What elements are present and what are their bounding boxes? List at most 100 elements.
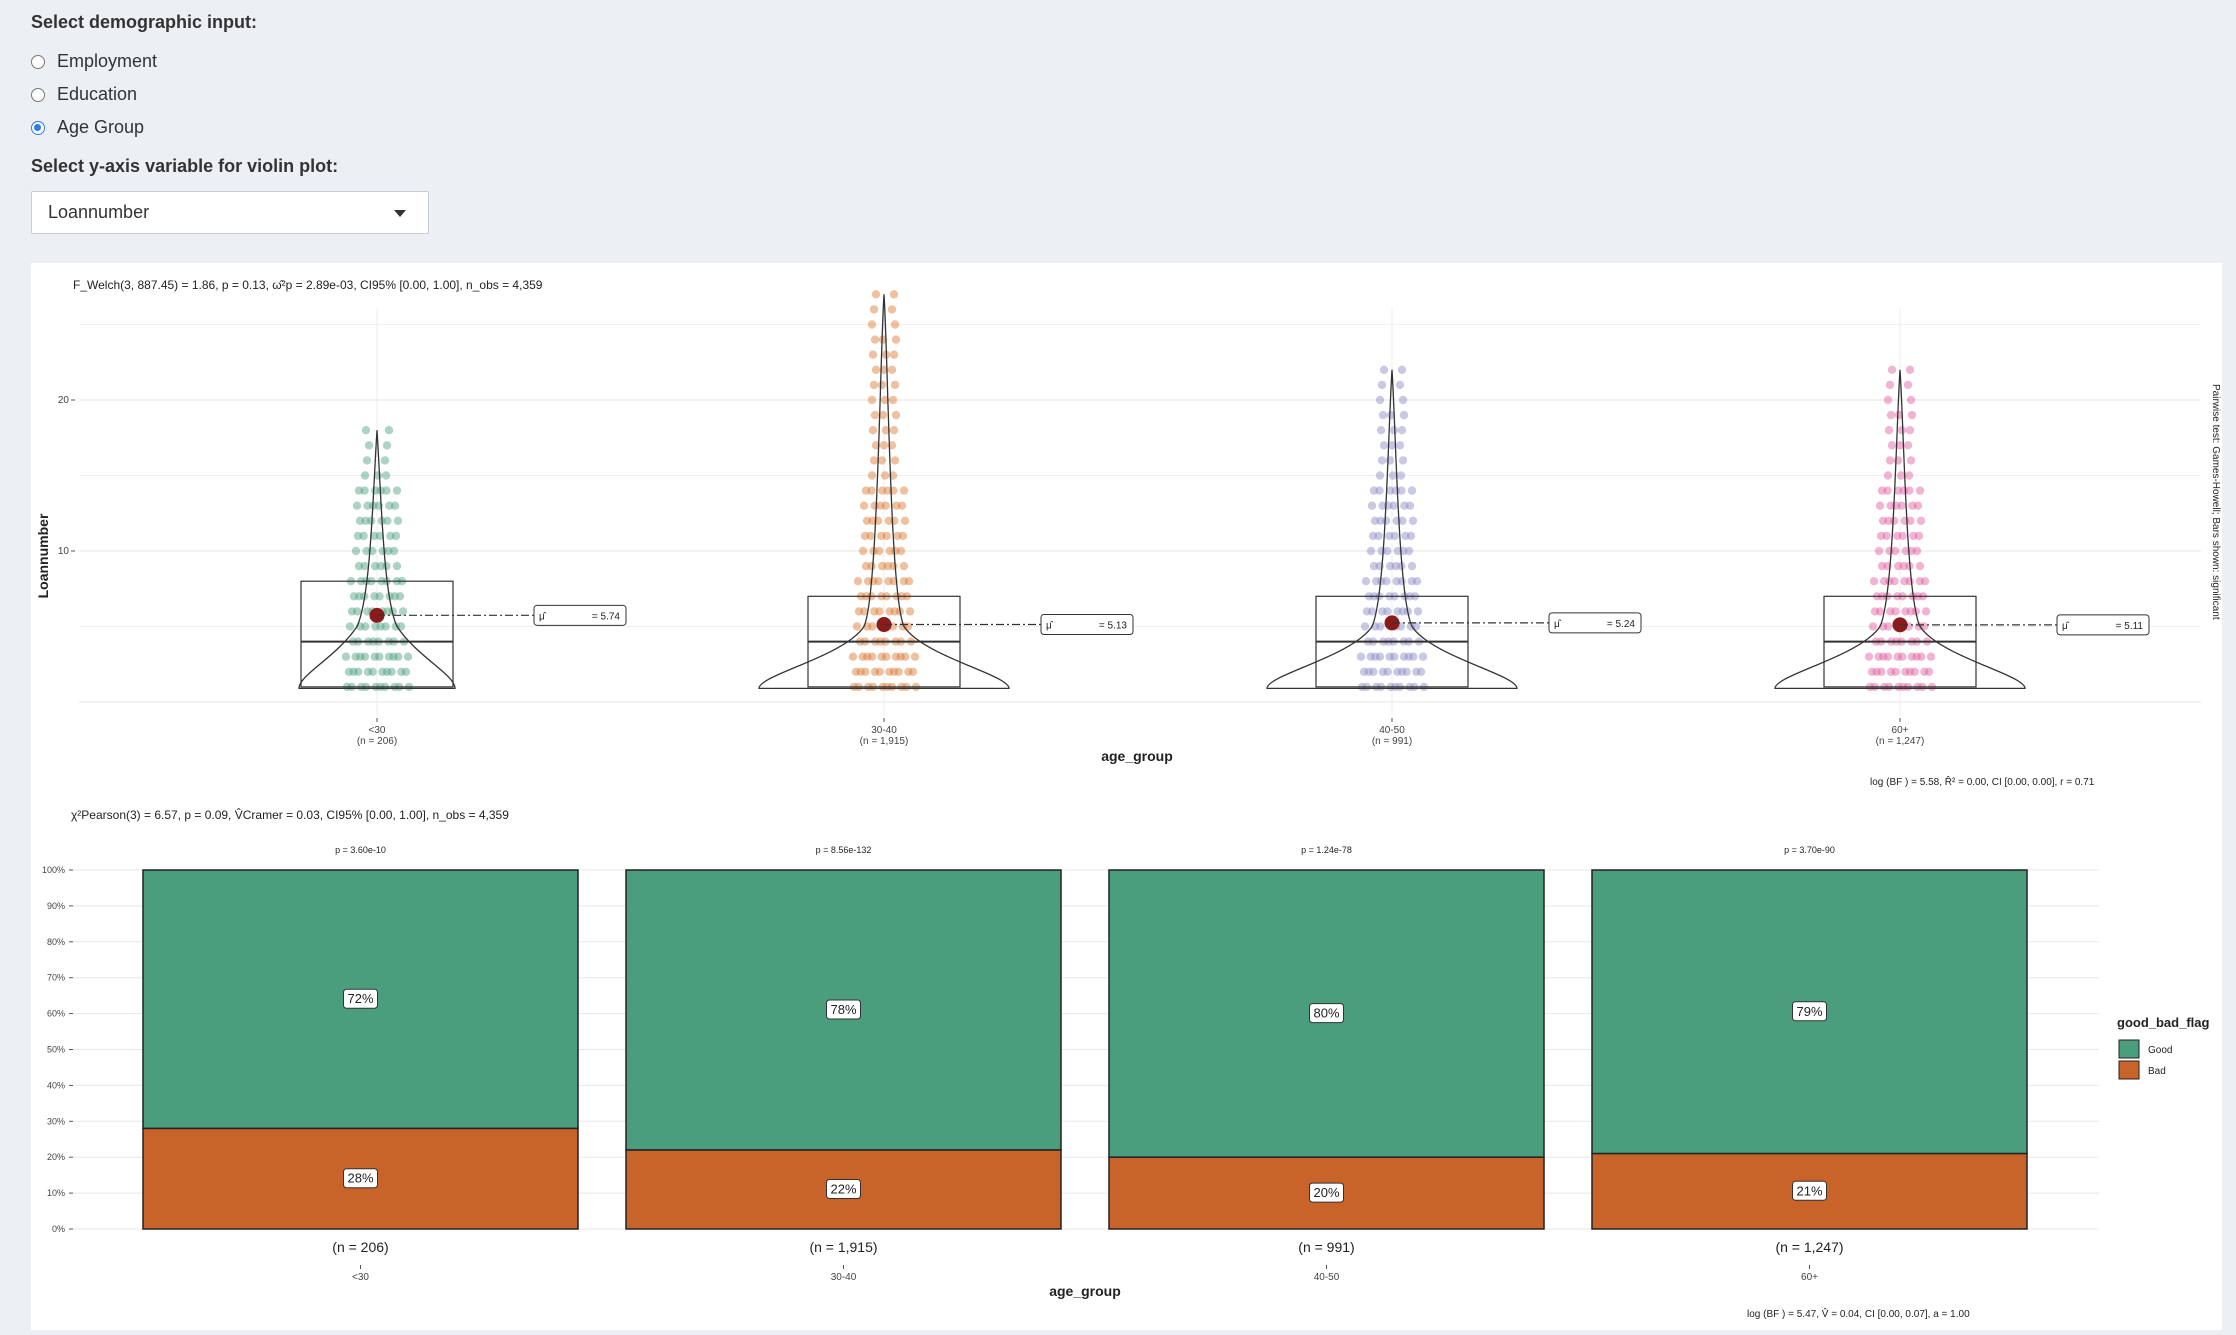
violin-data-point: [875, 546, 884, 556]
violin-grid: [79, 308, 2201, 715]
mosaic-bottom-caption: log (BF ) = 5.47, V̂ = 0.04, CI [0.00, 0…: [1747, 1306, 1970, 1320]
violin-data-point: [899, 486, 909, 495]
violin-data-point: [382, 486, 391, 495]
violin-data-point: [1398, 516, 1407, 525]
violin-data-point: [361, 426, 371, 435]
violin-data-point: [884, 516, 893, 525]
violin-data-point: [1887, 365, 1897, 374]
violin-data-point: [1412, 667, 1421, 676]
violin-data-point: [870, 607, 879, 616]
violin-data-point: [1375, 652, 1385, 661]
mosaic-ytick-label: 60%: [47, 1009, 65, 1019]
mosaic-ytick-label: 0%: [52, 1224, 65, 1234]
violin-data-point: [1906, 516, 1915, 525]
radio-employment[interactable]: Employment: [31, 45, 631, 78]
violin-data-point: [1379, 365, 1389, 374]
violin-data-point: [881, 426, 891, 435]
violin-data-point: [867, 395, 877, 405]
violin-data-point: [1885, 577, 1894, 586]
plots-svg: F_Welch(3, 887.45) = 1.86, p = 0.13, ω̂²…: [35, 278, 2221, 1320]
mosaic-xtick-label: 30-40: [831, 1272, 857, 1283]
violin-data-point: [396, 622, 406, 631]
violin-data-point: [892, 501, 901, 510]
violin-data-point: [375, 652, 384, 661]
violin-data-point: [860, 531, 870, 541]
violin-data-point: [881, 501, 890, 510]
violin-data-point: [1407, 486, 1417, 495]
violin-data-point: [1395, 441, 1405, 450]
radio-circle-education[interactable]: [31, 87, 45, 102]
violin-data-point: [375, 531, 384, 541]
radio-circle-employment[interactable]: [31, 54, 45, 69]
violin-data-point: [1875, 501, 1885, 510]
violin-data-point: [871, 290, 881, 299]
violin-data-point: [382, 441, 392, 450]
violin-data-point: [1369, 486, 1379, 495]
violin-data-point: [867, 471, 877, 480]
violin-data-point: [891, 652, 901, 661]
violin-data-point: [383, 516, 392, 525]
violin-data-point: [887, 365, 897, 374]
violin-data-point: [368, 667, 377, 676]
violin-data-point: [858, 546, 868, 556]
violin-data-point: [1907, 652, 1917, 661]
violin-data-point: [1407, 561, 1417, 571]
violin-data-point: [1924, 667, 1934, 676]
violin-data-point: [903, 622, 913, 631]
violin-data-point: [1387, 441, 1397, 450]
violin-data-point: [384, 426, 394, 435]
violin-data-point: [353, 531, 363, 541]
violin-data-point: [1393, 607, 1402, 616]
violin-data-point: [1391, 561, 1401, 571]
radio-age-group[interactable]: Age Group: [31, 111, 631, 144]
violin-data-point: [1374, 531, 1383, 541]
violin-data-point: [884, 577, 893, 586]
violin-data-point: [394, 652, 403, 661]
mosaic-p-label: p = 3.60e-10: [335, 845, 386, 855]
violin-data-point: [1912, 546, 1922, 556]
violin-data-point: [1361, 577, 1371, 586]
violin-data-point: [389, 546, 399, 556]
radio-circle-age-group[interactable]: [31, 120, 45, 135]
violin-data-point: [370, 592, 379, 601]
violin-data-point: [1915, 577, 1925, 586]
violin-data-point: [1915, 561, 1925, 571]
violin-data-point: [874, 577, 883, 586]
mosaic-good-label-box: [343, 988, 378, 1009]
violin-data-point: [397, 667, 406, 676]
violin-mean-symbol: μ̂: [1554, 618, 1562, 630]
mosaic-good-label: 79%: [1796, 1004, 1822, 1019]
violin-data-point: [861, 561, 871, 571]
violin-data-point: [392, 486, 402, 495]
violin-data-point: [1883, 652, 1893, 661]
violin-data-point: [1916, 516, 1926, 525]
violin-bottom-caption: log (BF ) = 5.58, R̂² = 0.00, CI [0.00, …: [1870, 774, 2095, 788]
violin-data-point: [1885, 456, 1895, 465]
violin-data-point: [1356, 652, 1366, 661]
violin-data-point: [360, 561, 369, 571]
violin-data-point: [878, 410, 888, 420]
violin-data-point: [875, 667, 884, 676]
mosaic-good-label-box: [826, 999, 861, 1020]
violin-data-point: [1397, 426, 1407, 435]
violin-data-point: [1891, 607, 1900, 616]
violin-data-point: [1405, 501, 1415, 510]
violin-data-point: [1383, 607, 1392, 616]
mosaic-ytick-label: 50%: [47, 1045, 65, 1055]
violin-data-point: [360, 486, 369, 495]
violin-data-point: [852, 622, 862, 631]
violin-data-point: [870, 335, 880, 344]
violin-data-point: [890, 456, 900, 465]
violin-data-point: [390, 592, 400, 601]
violin-data-point: [862, 516, 872, 525]
violin-data-point: [1897, 426, 1907, 435]
violin-data-point: [897, 501, 907, 510]
yaxis-variable-select[interactable]: Loannumber: [31, 191, 429, 234]
radio-education[interactable]: Education: [31, 78, 631, 111]
violin-data-point: [1903, 441, 1913, 450]
violin-data-point: [1901, 546, 1911, 556]
violin-data-point: [1416, 667, 1426, 676]
violin-data-point: [1883, 471, 1893, 480]
violin-mean-label-box: [533, 604, 627, 626]
violin-data-point: [859, 607, 869, 616]
